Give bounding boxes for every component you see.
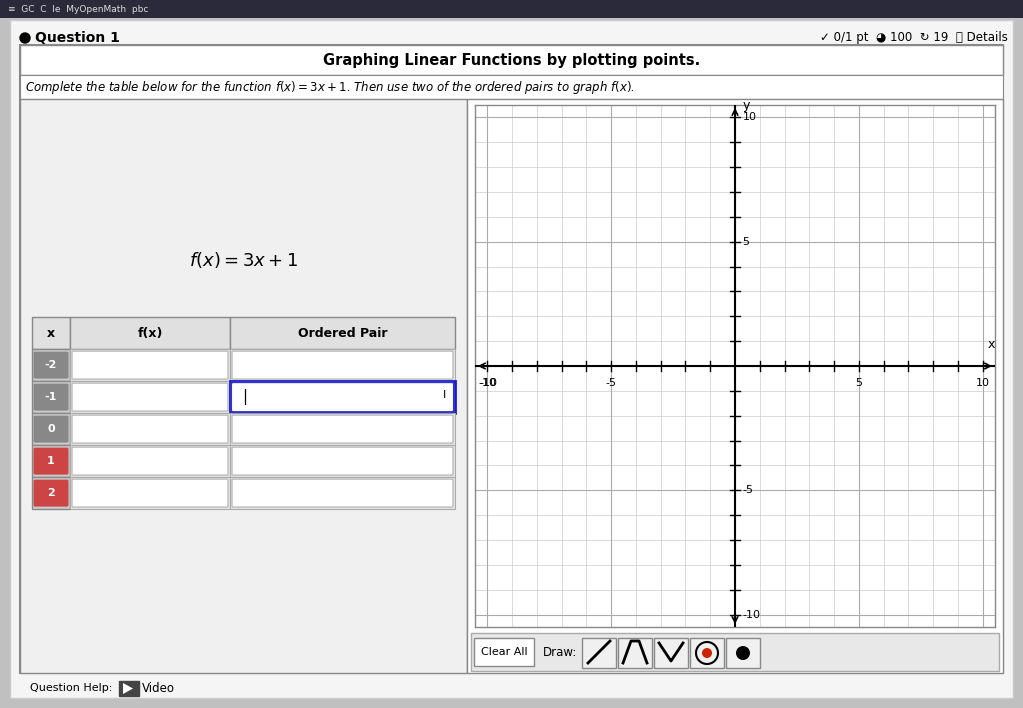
Bar: [70, 477, 230, 509]
Bar: [468, 99, 1003, 673]
Text: x: x: [47, 326, 55, 340]
Bar: [70, 413, 230, 445]
Bar: [70, 381, 230, 413]
Bar: [230, 477, 455, 509]
Bar: [471, 633, 999, 671]
Text: Video: Video: [142, 682, 175, 695]
Text: I: I: [443, 390, 447, 400]
Text: 2: 2: [47, 488, 55, 498]
FancyBboxPatch shape: [72, 351, 228, 379]
FancyBboxPatch shape: [232, 351, 453, 379]
Text: Draw:: Draw:: [543, 646, 577, 658]
FancyBboxPatch shape: [618, 638, 652, 668]
Bar: [32, 349, 70, 381]
Text: f(x): f(x): [137, 326, 163, 340]
Bar: [70, 349, 230, 381]
Bar: [32, 317, 70, 349]
FancyBboxPatch shape: [72, 479, 228, 507]
Bar: [230, 413, 455, 445]
FancyBboxPatch shape: [72, 383, 228, 411]
Polygon shape: [123, 683, 133, 694]
Bar: [32, 445, 70, 477]
Bar: [0, 0, 1023, 18]
Text: -10: -10: [479, 379, 496, 389]
Bar: [20, 45, 1003, 75]
Text: ✓ 0/1 pt  ◕ 100  ↻ 19  ⓘ Details: ✓ 0/1 pt ◕ 100 ↻ 19 ⓘ Details: [820, 31, 1008, 45]
FancyBboxPatch shape: [34, 384, 69, 411]
FancyBboxPatch shape: [72, 447, 228, 475]
Text: 1: 1: [47, 456, 55, 466]
Text: x: x: [987, 338, 995, 351]
FancyBboxPatch shape: [72, 415, 228, 443]
FancyBboxPatch shape: [654, 638, 688, 668]
FancyBboxPatch shape: [232, 415, 453, 443]
FancyBboxPatch shape: [119, 681, 139, 696]
Text: -10: -10: [480, 379, 498, 389]
FancyBboxPatch shape: [232, 479, 453, 507]
Circle shape: [736, 646, 750, 660]
FancyBboxPatch shape: [34, 416, 69, 442]
Text: -5: -5: [606, 379, 617, 389]
FancyBboxPatch shape: [474, 638, 534, 666]
Text: y: y: [743, 99, 750, 113]
Bar: [20, 45, 1003, 673]
Text: $f(x) = 3x + 1$: $f(x) = 3x + 1$: [189, 250, 298, 270]
Bar: [70, 445, 230, 477]
Text: Question 1: Question 1: [35, 31, 120, 45]
FancyBboxPatch shape: [231, 382, 454, 412]
Bar: [32, 413, 70, 445]
Circle shape: [20, 33, 30, 43]
Bar: [20, 99, 468, 673]
Text: 10: 10: [743, 113, 756, 122]
Text: -5: -5: [743, 485, 753, 496]
Bar: [230, 381, 455, 413]
Bar: [32, 477, 70, 509]
Text: ≡  GC  C  le  MyOpenMath  pbc: ≡ GC C le MyOpenMath pbc: [8, 4, 148, 13]
FancyBboxPatch shape: [582, 638, 616, 668]
FancyBboxPatch shape: [34, 352, 69, 379]
Text: |: |: [242, 389, 248, 405]
Circle shape: [702, 648, 712, 658]
Bar: [32, 381, 70, 413]
Bar: [230, 349, 455, 381]
Text: Clear All: Clear All: [481, 647, 527, 657]
Text: 0: 0: [47, 424, 55, 434]
Text: -2: -2: [45, 360, 57, 370]
Text: 5: 5: [855, 379, 862, 389]
FancyBboxPatch shape: [690, 638, 724, 668]
Text: 10: 10: [976, 379, 989, 389]
FancyBboxPatch shape: [34, 447, 69, 474]
Bar: [230, 317, 455, 349]
FancyBboxPatch shape: [232, 447, 453, 475]
Bar: [20, 75, 1003, 99]
Text: -10: -10: [743, 610, 760, 620]
FancyBboxPatch shape: [34, 479, 69, 507]
Text: Graphing Linear Functions by plotting points.: Graphing Linear Functions by plotting po…: [323, 52, 700, 67]
Text: 5: 5: [743, 236, 750, 246]
Bar: [70, 317, 230, 349]
Text: -1: -1: [45, 392, 57, 402]
Text: Question Help:: Question Help:: [30, 683, 113, 693]
FancyBboxPatch shape: [726, 638, 760, 668]
Bar: [230, 445, 455, 477]
Text: Ordered Pair: Ordered Pair: [298, 326, 388, 340]
Text: Complete the table below for the function $f(x) = 3x + 1$. Then use two of the o: Complete the table below for the functio…: [25, 79, 635, 96]
